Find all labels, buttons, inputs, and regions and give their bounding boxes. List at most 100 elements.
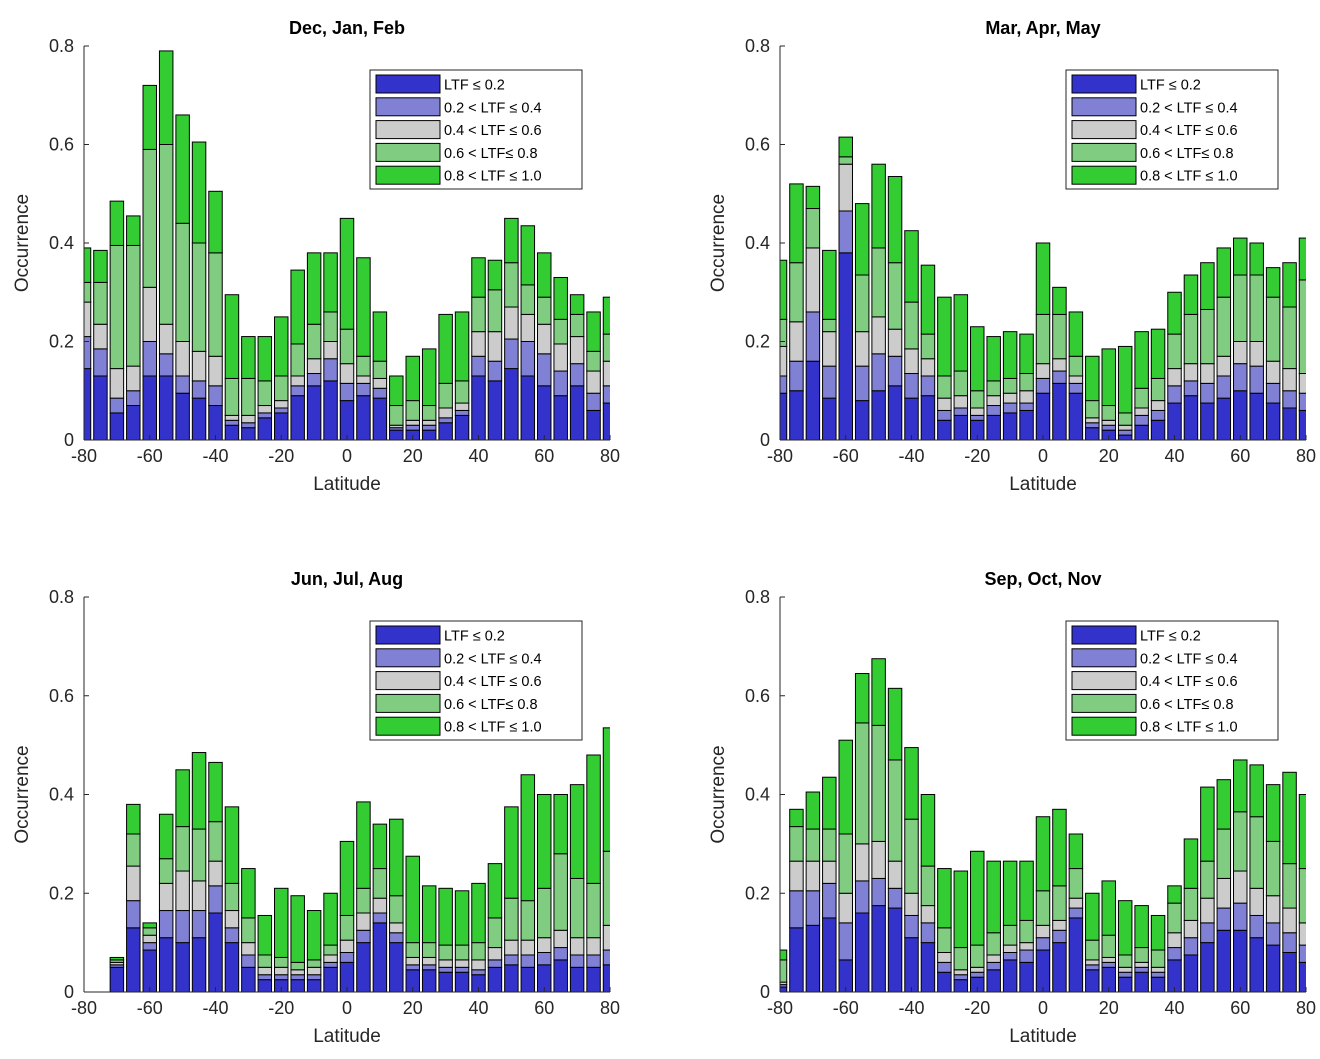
legend-swatch	[1071, 142, 1137, 162]
bar-segment	[208, 912, 223, 992]
bar-segment	[339, 328, 355, 365]
bar-segment	[208, 355, 223, 387]
bar-segment	[224, 942, 240, 992]
bar-segment	[520, 375, 536, 440]
bar-segment	[520, 774, 536, 902]
x-tick-label: -20	[268, 446, 294, 466]
bar-segment	[257, 417, 273, 440]
bar-segment	[1265, 895, 1281, 924]
bar-segment	[389, 405, 404, 426]
bar-segment	[569, 336, 585, 365]
bar-segment	[257, 336, 273, 382]
bar-segment	[290, 974, 305, 981]
bar-segment	[920, 865, 936, 907]
bar-segment	[805, 360, 821, 440]
bar-segment	[274, 375, 289, 402]
bar-segment	[1134, 905, 1149, 949]
bar-segment	[405, 355, 420, 402]
bar-segment	[1183, 937, 1199, 956]
bar-segment	[504, 306, 519, 340]
bar-segment	[1183, 363, 1199, 382]
bar-segment	[389, 932, 404, 944]
bar-segment	[920, 264, 936, 335]
bar-segment	[142, 934, 157, 944]
bar-segment	[904, 937, 919, 992]
bar-segment	[438, 944, 453, 961]
x-axis-label: Latitude	[313, 474, 381, 495]
bar-segment	[290, 969, 305, 976]
bar-segment	[1134, 966, 1149, 973]
bar-segment	[126, 390, 141, 407]
bar-segment	[537, 952, 552, 966]
bar-segment	[553, 794, 568, 855]
bar-segment	[306, 959, 322, 968]
bar-segment	[904, 373, 919, 399]
bar-segment	[1167, 947, 1182, 961]
bar-segment	[789, 390, 804, 440]
bar-segment	[1068, 392, 1084, 440]
bar-segment	[1035, 816, 1051, 892]
bar-segment	[1249, 392, 1264, 440]
bar-segment	[1249, 937, 1264, 992]
bar-segment	[805, 924, 821, 992]
bar-segment	[1150, 400, 1166, 411]
bar-segment	[520, 939, 536, 956]
bar-segment	[306, 385, 322, 440]
bar-segment	[887, 355, 903, 387]
bar-segment	[1052, 808, 1067, 887]
legend-swatch	[1071, 693, 1137, 713]
bar-segment	[487, 966, 503, 992]
bar-segment	[887, 262, 903, 330]
y-tick-label: 0.8	[745, 36, 770, 56]
bar-segment	[142, 84, 157, 150]
bar-segment	[1068, 311, 1084, 357]
legend-swatch	[375, 74, 441, 94]
x-tick-label: 60	[534, 446, 554, 466]
bar-segment	[789, 183, 804, 264]
bar-segment	[1183, 838, 1199, 889]
bar-segment	[904, 892, 919, 916]
bar-segment	[323, 380, 338, 440]
x-tick-label: -40	[898, 998, 924, 1018]
bar-segment	[838, 156, 853, 165]
bar-segment	[904, 747, 919, 820]
bar-segment	[421, 424, 437, 431]
bar-segment	[1002, 392, 1018, 404]
bar-segment	[1085, 959, 1100, 966]
legend-swatch	[375, 97, 441, 117]
y-tick-label: 0	[760, 430, 770, 450]
bar-segment	[290, 385, 305, 397]
bar-segment	[504, 954, 519, 966]
bar-segment	[126, 833, 141, 867]
bar-segment	[487, 959, 503, 968]
bar-segment	[602, 727, 610, 852]
bar-segment	[191, 397, 207, 440]
bar-segment	[339, 382, 355, 402]
bar-segment	[789, 262, 804, 323]
bar-segment	[904, 230, 919, 303]
x-tick-label: 40	[1164, 998, 1184, 1018]
bar-segment	[1249, 242, 1264, 276]
bar-segment	[822, 917, 837, 992]
bar-segment	[1298, 794, 1306, 870]
bar-segment	[274, 400, 289, 409]
bar-segment	[1200, 860, 1215, 899]
y-tick-label: 0.8	[745, 587, 770, 607]
y-tick-label: 0.6	[49, 135, 74, 155]
bar-segment	[520, 954, 536, 968]
bar-segment	[421, 964, 437, 971]
bar-segment	[142, 927, 157, 936]
x-tick-label: 0	[342, 998, 352, 1018]
y-tick-label: 0.8	[49, 36, 74, 56]
bar-segment	[602, 333, 610, 362]
bar-segment	[438, 313, 453, 384]
bar-segment	[306, 252, 322, 325]
bar-segment	[1200, 382, 1215, 404]
bar-segment	[274, 966, 289, 976]
bar-segment	[241, 422, 256, 429]
x-tick-label: -20	[268, 998, 294, 1018]
bar-segment	[1150, 328, 1166, 379]
bar-segment	[191, 752, 207, 830]
bar-segment	[372, 397, 388, 440]
bar-segment	[438, 382, 453, 409]
